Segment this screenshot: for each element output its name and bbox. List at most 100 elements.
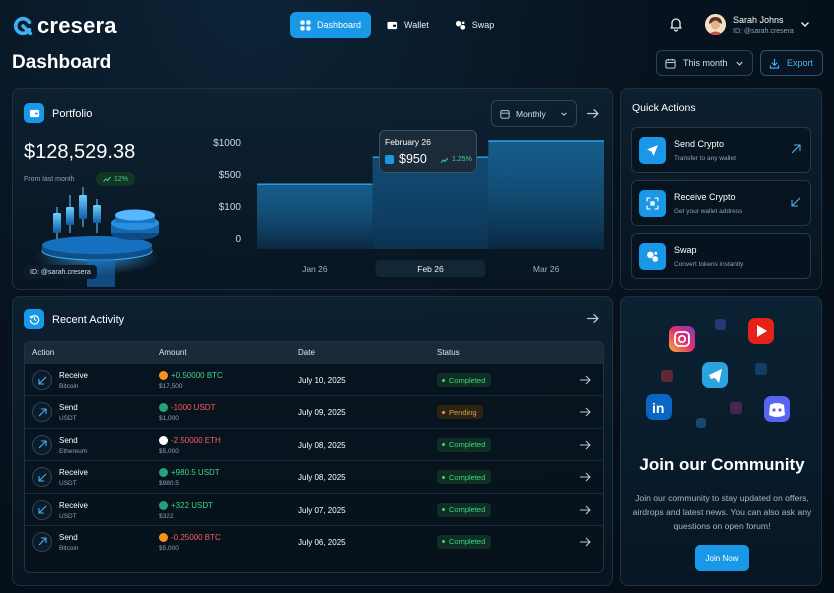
row-date: July 06, 2025 — [298, 537, 346, 547]
arrow-right-icon[interactable] — [579, 471, 591, 483]
recent-icon-box — [24, 309, 44, 329]
row-amount: +980.5 USDT — [171, 468, 220, 478]
wallet-icon — [29, 109, 39, 117]
logo[interactable]: cresera — [12, 13, 117, 39]
chart-bar[interactable] — [257, 184, 373, 249]
receive-crypto-title: Receive Crypto — [674, 192, 736, 202]
col-status: Status — [437, 348, 460, 357]
coin-icon — [159, 435, 168, 445]
arrow-right-icon[interactable] — [579, 439, 591, 451]
status-badge: Completed — [437, 437, 492, 452]
x-tick-label: Feb 26 — [417, 264, 444, 274]
arrow-right-icon[interactable] — [579, 374, 591, 386]
status-label: Completed — [449, 537, 486, 547]
portfolio-period-select[interactable]: Monthly — [491, 100, 577, 127]
coin-icon — [159, 468, 168, 478]
table-row[interactable]: Receive USDT +980.5 USDT $980.5 July 08, 202… — [25, 460, 603, 492]
row-usd: $17,500 — [159, 383, 183, 390]
chevron-down-icon[interactable] — [800, 19, 810, 29]
nav-dashboard[interactable]: Dashboard — [290, 12, 372, 38]
status-dot — [442, 508, 445, 512]
avatar — [705, 14, 726, 35]
table-row[interactable]: Send Ethereum -2.50000 ETH $5,000 July 08, 2… — [25, 427, 603, 460]
chart-bar[interactable] — [488, 141, 604, 249]
status-label: Completed — [449, 375, 486, 385]
cresera-logo-icon — [13, 16, 33, 36]
qr-icon-box — [639, 190, 666, 217]
send-crypto-action[interactable]: Send Crypto Transfer to any wallet — [631, 127, 811, 173]
tooltip-swatch — [385, 155, 394, 164]
arrow-right-icon[interactable] — [579, 504, 591, 516]
receive-arrow-icon — [32, 370, 52, 390]
change-caption: From last month — [24, 176, 75, 183]
receive-arrow-icon — [32, 499, 52, 520]
portfolio-icon-box — [24, 103, 44, 123]
period-label: This month — [683, 58, 728, 68]
row-asset: USDT — [59, 512, 77, 520]
chevron-down-icon — [736, 61, 743, 66]
status-label: Completed — [449, 472, 486, 482]
period-select[interactable]: This month — [656, 50, 753, 76]
coin-icon — [159, 500, 168, 510]
x-tick-highlight — [375, 260, 486, 277]
user-menu[interactable]: Sarah Johns ID: @sarah.cresera — [705, 14, 794, 35]
status-badge: Completed — [437, 502, 492, 517]
svg-text:in: in — [652, 400, 664, 416]
table-row[interactable]: Send USDT -1000 USDT $1,000 July 09, 2025 Pen… — [25, 395, 603, 427]
arrow-right-icon[interactable] — [579, 536, 591, 548]
nav-wallet[interactable]: Wallet — [377, 12, 439, 38]
receive-crypto-action[interactable]: Receive Crypto Get your wallet address — [631, 180, 811, 226]
status-label: Completed — [449, 505, 486, 515]
status-badge: Completed — [437, 470, 492, 485]
row-amount: -0.25000 BTC — [171, 532, 221, 542]
row-amount: -1000 USDT — [171, 403, 216, 413]
table-header: Action Amount Date Status — [25, 342, 603, 363]
arrow-right-icon[interactable] — [586, 107, 599, 120]
arrow-right-icon[interactable] — [579, 406, 591, 418]
arrow-up-right-icon — [791, 144, 801, 154]
send-crypto-title: Send Crypto — [674, 139, 725, 149]
swap-icon — [455, 20, 465, 30]
send-arrow-icon — [32, 531, 52, 552]
status-badge: Pending — [437, 405, 483, 420]
row-asset: USDT — [59, 415, 77, 423]
table-row[interactable]: Receive Bitcoin +0.50000 BTC $17,500 July 10… — [25, 363, 603, 395]
row-action: Send — [59, 435, 78, 445]
candlestick-illustration — [35, 187, 159, 287]
social-cluster: in — [646, 318, 790, 428]
tooltip-date: February 26 — [385, 137, 431, 147]
row-action: Receive — [59, 500, 88, 510]
join-now-button[interactable]: Join Now — [695, 545, 749, 571]
community-card: in Join our Community Join our community… — [620, 296, 822, 586]
y-tick-label: $100 — [219, 202, 242, 213]
table-row[interactable]: Receive USDT +322 USDT $322 July 07, 2025 Com… — [25, 492, 603, 525]
swap-icon — [647, 251, 659, 262]
row-action: Receive — [59, 371, 88, 380]
col-action: Action — [32, 348, 55, 357]
status-label: Pending — [449, 407, 477, 417]
swap-subtitle: Convert tokens instantly — [674, 261, 744, 268]
row-amount: -2.50000 ETH — [171, 435, 221, 445]
nav-swap[interactable]: Swap — [445, 12, 505, 38]
tooltip-change: 1.25% — [452, 156, 472, 163]
instagram-icon — [669, 326, 695, 352]
portfolio-title: Portfolio — [52, 108, 93, 120]
chart-tooltip: February 26 $950 1.25% — [379, 130, 477, 173]
arrow-down-left-icon — [791, 197, 801, 207]
y-tick-label: $500 — [219, 170, 242, 181]
portfolio-id-tag: ID: @sarah.cresera — [24, 265, 97, 279]
x-tick-label: Jan 26 — [302, 264, 328, 274]
activity-table: Action Amount Date Status Receive Bitcoin… — [24, 341, 604, 573]
arrow-right-icon[interactable] — [586, 312, 599, 325]
bell-icon[interactable] — [668, 16, 684, 32]
row-date: July 08, 2025 — [298, 440, 346, 450]
export-button[interactable]: Export — [760, 50, 823, 76]
row-action: Send — [59, 532, 78, 542]
app-name: cresera — [37, 13, 117, 38]
tooltip-value: $950 — [399, 152, 427, 166]
status-badge: Completed — [437, 534, 492, 549]
chevron-down-icon — [561, 111, 567, 116]
table-row[interactable]: Send Bitcoin -0.25000 BTC $5,000 July 06, 20… — [25, 524, 603, 557]
swap-action[interactable]: Swap Convert tokens instantly — [631, 233, 811, 279]
trend-up-icon — [103, 176, 111, 182]
